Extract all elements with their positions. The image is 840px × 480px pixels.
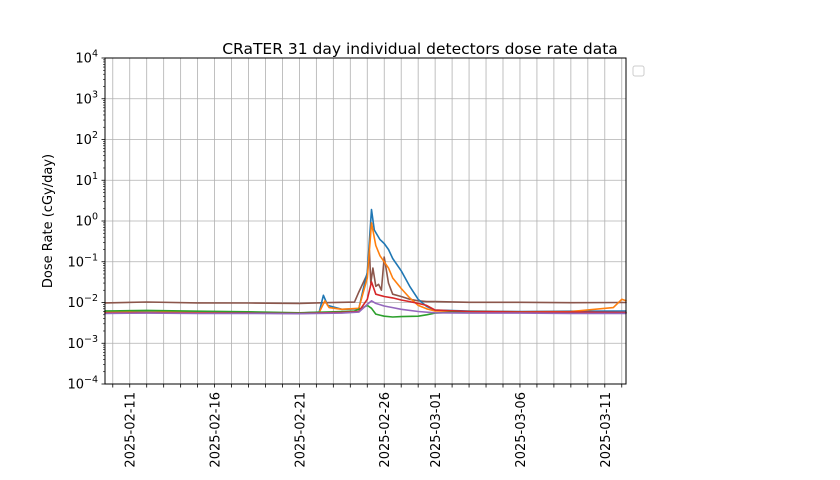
- x-tick-label: 2025-03-06: [514, 392, 529, 468]
- y-tick-label: 10−2: [67, 293, 98, 311]
- y-axis-ticks: 10−4 10−3 10−2 10−1 100 101 102 103 104: [67, 49, 105, 393]
- y-tick-label: 100: [75, 212, 98, 230]
- x-tick-label: 2025-02-26: [378, 392, 393, 468]
- legend-box: [632, 65, 645, 77]
- series-line-6: [104, 299, 627, 315]
- y-tick-label: 10−3: [67, 334, 98, 352]
- x-tick-label: 2025-02-11: [124, 392, 139, 468]
- y-tick-label: 104: [75, 49, 98, 67]
- y-tick-label: 102: [75, 130, 98, 148]
- x-axis-ticks: 2025-02-11 2025-02-16 2025-02-21 2025-02-26…: [112, 384, 623, 468]
- y-axis-label: Dose Rate (cGy/day): [41, 154, 56, 288]
- x-tick-label: 2025-02-16: [209, 392, 224, 468]
- y-tick-label: 101: [75, 171, 98, 189]
- x-tick-label: 2025-02-21: [293, 392, 308, 468]
- y-tick-label: 10−4: [67, 375, 98, 393]
- y-tick-label: 10−1: [67, 252, 98, 270]
- y-tick-label: 103: [75, 89, 98, 107]
- x-tick-label: 2025-03-11: [599, 392, 614, 468]
- x-tick-label: 2025-03-01: [429, 392, 444, 468]
- series-layer: [104, 208, 627, 318]
- series-line-1: [104, 249, 627, 305]
- chart-title-line-1: CRaTER 31 day individual detectors dose …: [222, 40, 618, 58]
